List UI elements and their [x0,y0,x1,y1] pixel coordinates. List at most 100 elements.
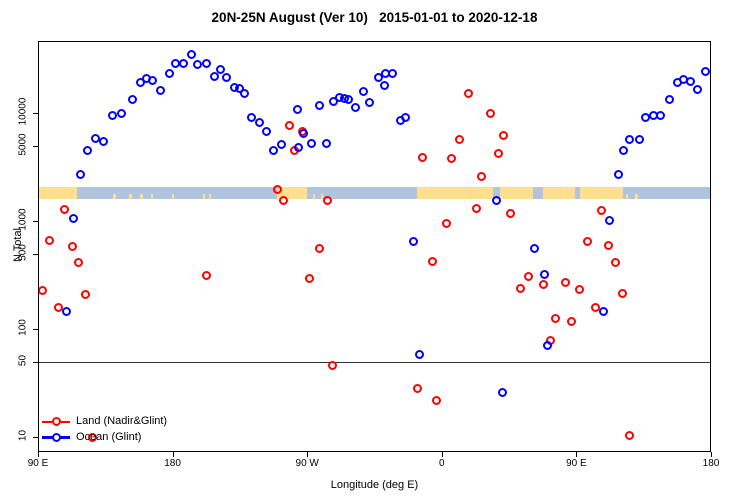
land-point [442,218,452,228]
ocean-point [261,126,271,136]
ocean-point [380,80,390,90]
island-speck [209,193,212,199]
ocean-point [351,103,361,113]
ocean-point [540,269,550,279]
ocean-point [240,88,250,98]
land-point [617,289,627,299]
land-point [486,109,496,119]
plot-border [38,41,711,452]
ocean-point [298,129,308,139]
ocean-point [598,307,608,317]
land-point [201,271,211,281]
land-point [494,149,504,159]
land-point [87,432,97,442]
land-point [327,360,337,370]
ocean-point [307,138,317,148]
y-tick [33,253,38,255]
land-point [597,206,607,216]
island-speck [140,193,143,199]
y-tick [33,437,38,438]
x-tick [307,452,309,457]
land-point [538,279,548,289]
x-tick-label: 180 [164,458,181,469]
x-tick-label: 90 W [295,458,319,469]
land-segment [500,186,534,199]
land-point [476,171,486,181]
land-point [523,272,533,282]
x-tick [576,452,578,457]
land-segment [416,186,493,199]
land-point [463,89,473,99]
ocean-point [624,134,634,144]
ocean-point [492,195,502,205]
ocean-point [314,100,324,110]
legend-label: Land (Nadir&Glint) [76,415,168,427]
ocean-point [604,215,614,225]
land-point [60,204,70,214]
ocean-point [530,243,540,253]
land-point [498,131,508,141]
ocean-point [235,84,245,94]
land-point [561,278,571,288]
ocean-point [343,95,353,105]
ocean-point [655,110,665,120]
land-point [304,273,314,283]
x-axis-label: Longitude (deg E) [330,479,419,491]
island-speck [150,193,154,199]
latitude-land-ocean-band [38,186,711,199]
ocean-point [222,73,232,83]
land-point [413,384,423,394]
ocean-point [98,136,108,146]
ocean-point [321,138,331,148]
land-segment [38,186,77,199]
land-point [582,237,592,247]
ocean-point [128,95,138,105]
ocean-point [117,109,127,119]
island-speck [313,193,316,199]
y-tick-label: 1000 [17,208,29,231]
land-point [515,284,525,294]
y-tick [33,329,38,330]
ocean-point [292,105,302,115]
ocean-point [255,117,265,127]
ocean-point [193,59,203,69]
ocean-point [107,111,117,121]
ocean-point [82,145,92,155]
land-point [68,242,78,252]
y-tick-label: 10 [17,429,29,442]
chart-title: 20N-25N August (Ver 10) 2015-01-01 to 20… [211,10,538,25]
ocean-point [401,112,411,122]
island-speck [129,193,133,199]
ocean-point [543,341,553,351]
ocean-point [619,145,629,155]
land-segment [579,186,623,199]
ocean-point [156,85,166,95]
land-point [432,395,442,405]
n50-reference-line [38,361,711,363]
legend-point-sample [51,417,61,427]
ocean-point [665,95,675,105]
land-point [625,431,635,441]
land-point [38,286,48,296]
ocean-point [409,236,419,246]
island-speck [625,193,628,199]
land-point [417,152,427,162]
island-speck [203,193,206,199]
land-point [279,195,289,205]
land-point [285,120,295,130]
land-point [272,185,282,195]
ocean-point [268,145,278,155]
ocean-point [277,139,287,149]
ocean-point [187,49,197,59]
land-point [505,208,515,218]
y-tick [33,145,38,147]
ocean-point [613,170,623,180]
ocean-point [61,307,71,317]
x-tick [38,452,39,457]
land-point [447,153,457,163]
ocean-point [328,97,338,107]
ocean-point [365,98,375,108]
land-point [81,290,91,300]
land-point [45,236,55,246]
ocean-point [294,142,304,152]
